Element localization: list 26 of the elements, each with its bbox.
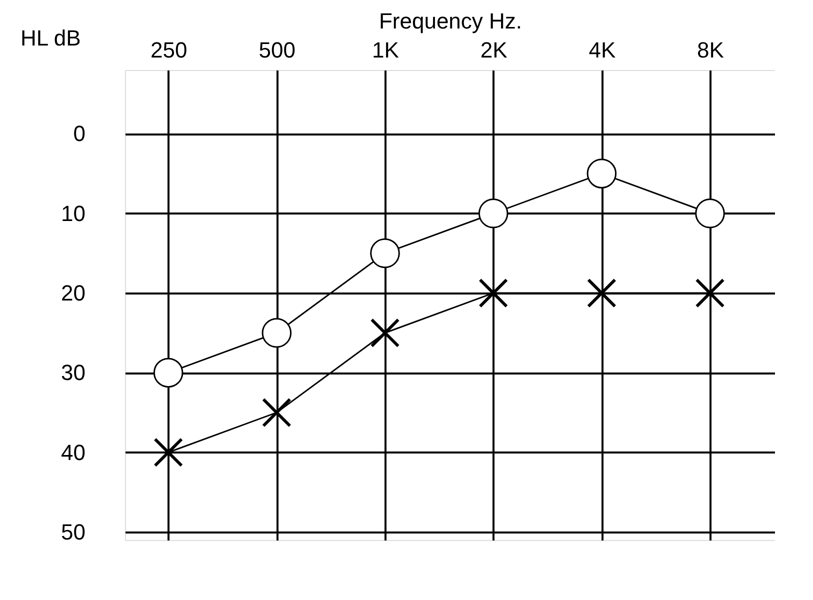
point: [154, 438, 184, 468]
y-tick-label: 10: [61, 200, 86, 226]
y-tick-label: 50: [61, 520, 86, 545]
point: [262, 318, 292, 348]
point: [478, 278, 508, 308]
y-tick-label: 30: [61, 360, 86, 386]
x-tick-label: 8K: [697, 38, 724, 62]
point: [370, 238, 400, 268]
x-tick-label: 1K: [372, 38, 400, 62]
point: [695, 198, 725, 228]
y-axis-title: HL dB: [20, 26, 81, 50]
point: [370, 318, 400, 348]
x-tick-label: 4K: [588, 38, 616, 62]
point: [695, 278, 725, 308]
x-tick-label: 250: [150, 38, 188, 62]
point: [586, 158, 617, 188]
point: [262, 398, 292, 428]
y-tick-label: 20: [61, 280, 86, 306]
point: [153, 358, 184, 388]
y-tick-label: 0: [73, 121, 86, 146]
x-tick-label: 500: [258, 38, 296, 62]
point: [478, 198, 508, 228]
x-tick-label: 2K: [480, 38, 508, 62]
y-tick-label: 40: [61, 440, 86, 465]
point: [586, 278, 616, 308]
x-axis-title: Frequency Hz.: [378, 8, 522, 34]
